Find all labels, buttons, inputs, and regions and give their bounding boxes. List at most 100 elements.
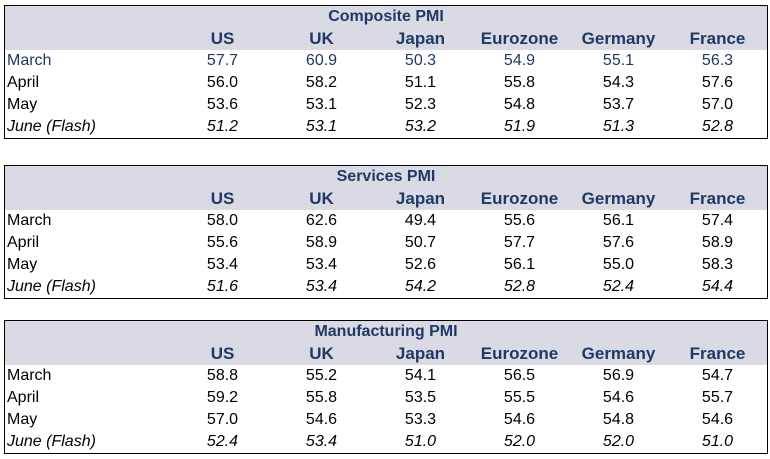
cell: 50.3 — [404, 52, 437, 69]
table-row: May 53.4 53.4 52.6 56.1 55.0 58.3 — [5, 254, 767, 276]
table-row: May 53.6 53.1 52.3 54.8 53.7 57.0 — [5, 94, 767, 116]
cell: 54.6 — [503, 411, 536, 428]
row-label: June (Flash) — [7, 433, 96, 450]
cell: 51.9 — [503, 118, 536, 135]
cell: 52.8 — [701, 118, 734, 135]
cell: 56.5 — [503, 367, 536, 384]
column-header-japan: Japan — [395, 344, 446, 363]
cell: 55.0 — [602, 256, 635, 273]
row-label: April — [7, 389, 40, 406]
cell: 54.7 — [701, 367, 734, 384]
row-label: April — [7, 74, 40, 91]
cell: 54.8 — [602, 411, 635, 428]
column-header-uk: UK — [309, 189, 334, 208]
cell: 52.6 — [404, 256, 437, 273]
cell: 56.1 — [503, 256, 536, 273]
composite-pmi-table: Composite PMI US UK Japan Eurozone Germa… — [4, 5, 768, 139]
cell: 57.4 — [701, 212, 734, 229]
cell: 52.4 — [206, 433, 239, 450]
cell: 58.3 — [701, 256, 734, 273]
column-header-japan: Japan — [395, 29, 446, 48]
row-label: March — [7, 367, 52, 384]
table-title: Manufacturing PMI — [314, 323, 458, 340]
column-header-uk: UK — [309, 29, 334, 48]
table-row: April 55.6 58.9 50.7 57.7 57.6 58.9 — [5, 232, 767, 254]
column-header-eurozone: Eurozone — [480, 189, 559, 208]
cell: 52.8 — [503, 278, 536, 295]
cell: 53.2 — [404, 118, 437, 135]
cell: 54.2 — [404, 278, 437, 295]
cell: 55.7 — [701, 389, 734, 406]
cell: 56.3 — [701, 52, 734, 69]
column-header-eurozone: Eurozone — [480, 344, 559, 363]
table-header: Composite PMI US UK Japan Eurozone Germa… — [5, 6, 767, 50]
cell: 51.1 — [404, 74, 437, 91]
cell: 53.1 — [305, 118, 338, 135]
cell: 54.3 — [602, 74, 635, 91]
cell: 52.0 — [503, 433, 536, 450]
table-row: April 56.0 58.2 51.1 55.8 54.3 57.6 — [5, 72, 767, 94]
cell: 62.6 — [305, 212, 338, 229]
row-label: April — [7, 234, 40, 251]
cell: 51.2 — [206, 118, 239, 135]
column-header-row: US UK Japan Eurozone Germany France — [5, 343, 767, 365]
cell: 57.7 — [503, 234, 536, 251]
table-title: Services PMI — [336, 168, 436, 185]
cell: 53.4 — [305, 278, 338, 295]
cell: 58.8 — [206, 367, 239, 384]
cell: 50.7 — [404, 234, 437, 251]
column-header-us: US — [210, 29, 235, 48]
cell: 54.4 — [701, 278, 734, 295]
cell: 55.5 — [503, 389, 536, 406]
cell: 55.2 — [305, 367, 338, 384]
column-header-japan: Japan — [395, 189, 446, 208]
cell: 53.3 — [404, 411, 437, 428]
cell: 58.9 — [701, 234, 734, 251]
cell: 55.8 — [503, 74, 536, 91]
cell: 49.4 — [404, 212, 437, 229]
cell: 59.2 — [206, 389, 239, 406]
cell: 53.5 — [404, 389, 437, 406]
cell: 57.0 — [206, 411, 239, 428]
cell: 56.1 — [602, 212, 635, 229]
cell: 55.6 — [503, 212, 536, 229]
row-label: May — [7, 96, 38, 113]
table-row: April 59.2 55.8 53.5 55.5 54.6 55.7 — [5, 387, 767, 409]
cell: 53.7 — [602, 96, 635, 113]
cell: 54.6 — [305, 411, 338, 428]
cell: 55.8 — [305, 389, 338, 406]
table-row: May 57.0 54.6 53.3 54.6 54.8 54.6 — [5, 409, 767, 431]
cell: 52.0 — [602, 433, 635, 450]
cell: 55.1 — [602, 52, 635, 69]
row-label: May — [7, 256, 38, 273]
cell: 56.9 — [602, 367, 635, 384]
cell: 53.4 — [305, 433, 338, 450]
column-header-germany: Germany — [581, 344, 656, 363]
cell: 57.6 — [701, 74, 734, 91]
cell: 58.9 — [305, 234, 338, 251]
table-row: March 57.7 60.9 50.3 54.9 55.1 56.3 — [5, 50, 767, 72]
cell: 58.2 — [305, 74, 338, 91]
table-title: Composite PMI — [328, 8, 444, 25]
cell: 58.0 — [206, 212, 239, 229]
column-header-us: US — [210, 344, 235, 363]
services-pmi-table: Services PMI US UK Japan Eurozone German… — [4, 165, 768, 299]
table-header: Services PMI US UK Japan Eurozone German… — [5, 166, 767, 210]
column-header-france: France — [689, 189, 746, 208]
column-header-row: US UK Japan Eurozone Germany France — [5, 188, 767, 210]
cell: 57.0 — [701, 96, 734, 113]
table-row: June (Flash) 51.6 53.4 54.2 52.8 52.4 54… — [5, 276, 767, 298]
cell: 52.3 — [404, 96, 437, 113]
row-label: May — [7, 411, 38, 428]
column-header-eurozone: Eurozone — [480, 29, 559, 48]
cell: 52.4 — [602, 278, 635, 295]
cell: 51.0 — [701, 433, 734, 450]
cell: 57.7 — [206, 52, 239, 69]
cell: 51.6 — [206, 278, 239, 295]
table-row: March 58.8 55.2 54.1 56.5 56.9 54.7 — [5, 365, 767, 387]
table-row: June (Flash) 52.4 53.4 51.0 52.0 52.0 51… — [5, 431, 767, 453]
cell: 51.0 — [404, 433, 437, 450]
cell: 53.4 — [206, 256, 239, 273]
row-label: March — [7, 52, 52, 69]
row-label: June (Flash) — [7, 118, 96, 135]
